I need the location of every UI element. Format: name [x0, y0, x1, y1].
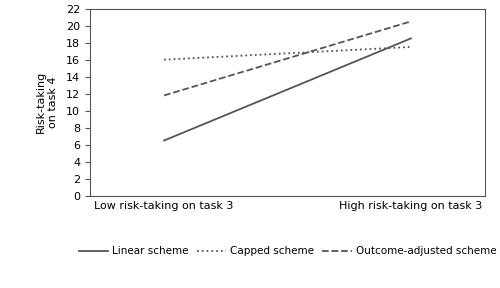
Legend: Linear scheme, Capped scheme, Outcome-adjusted scheme: Linear scheme, Capped scheme, Outcome-ad…: [74, 242, 500, 261]
Y-axis label: Risk-taking
on task 4: Risk-taking on task 4: [36, 71, 58, 133]
